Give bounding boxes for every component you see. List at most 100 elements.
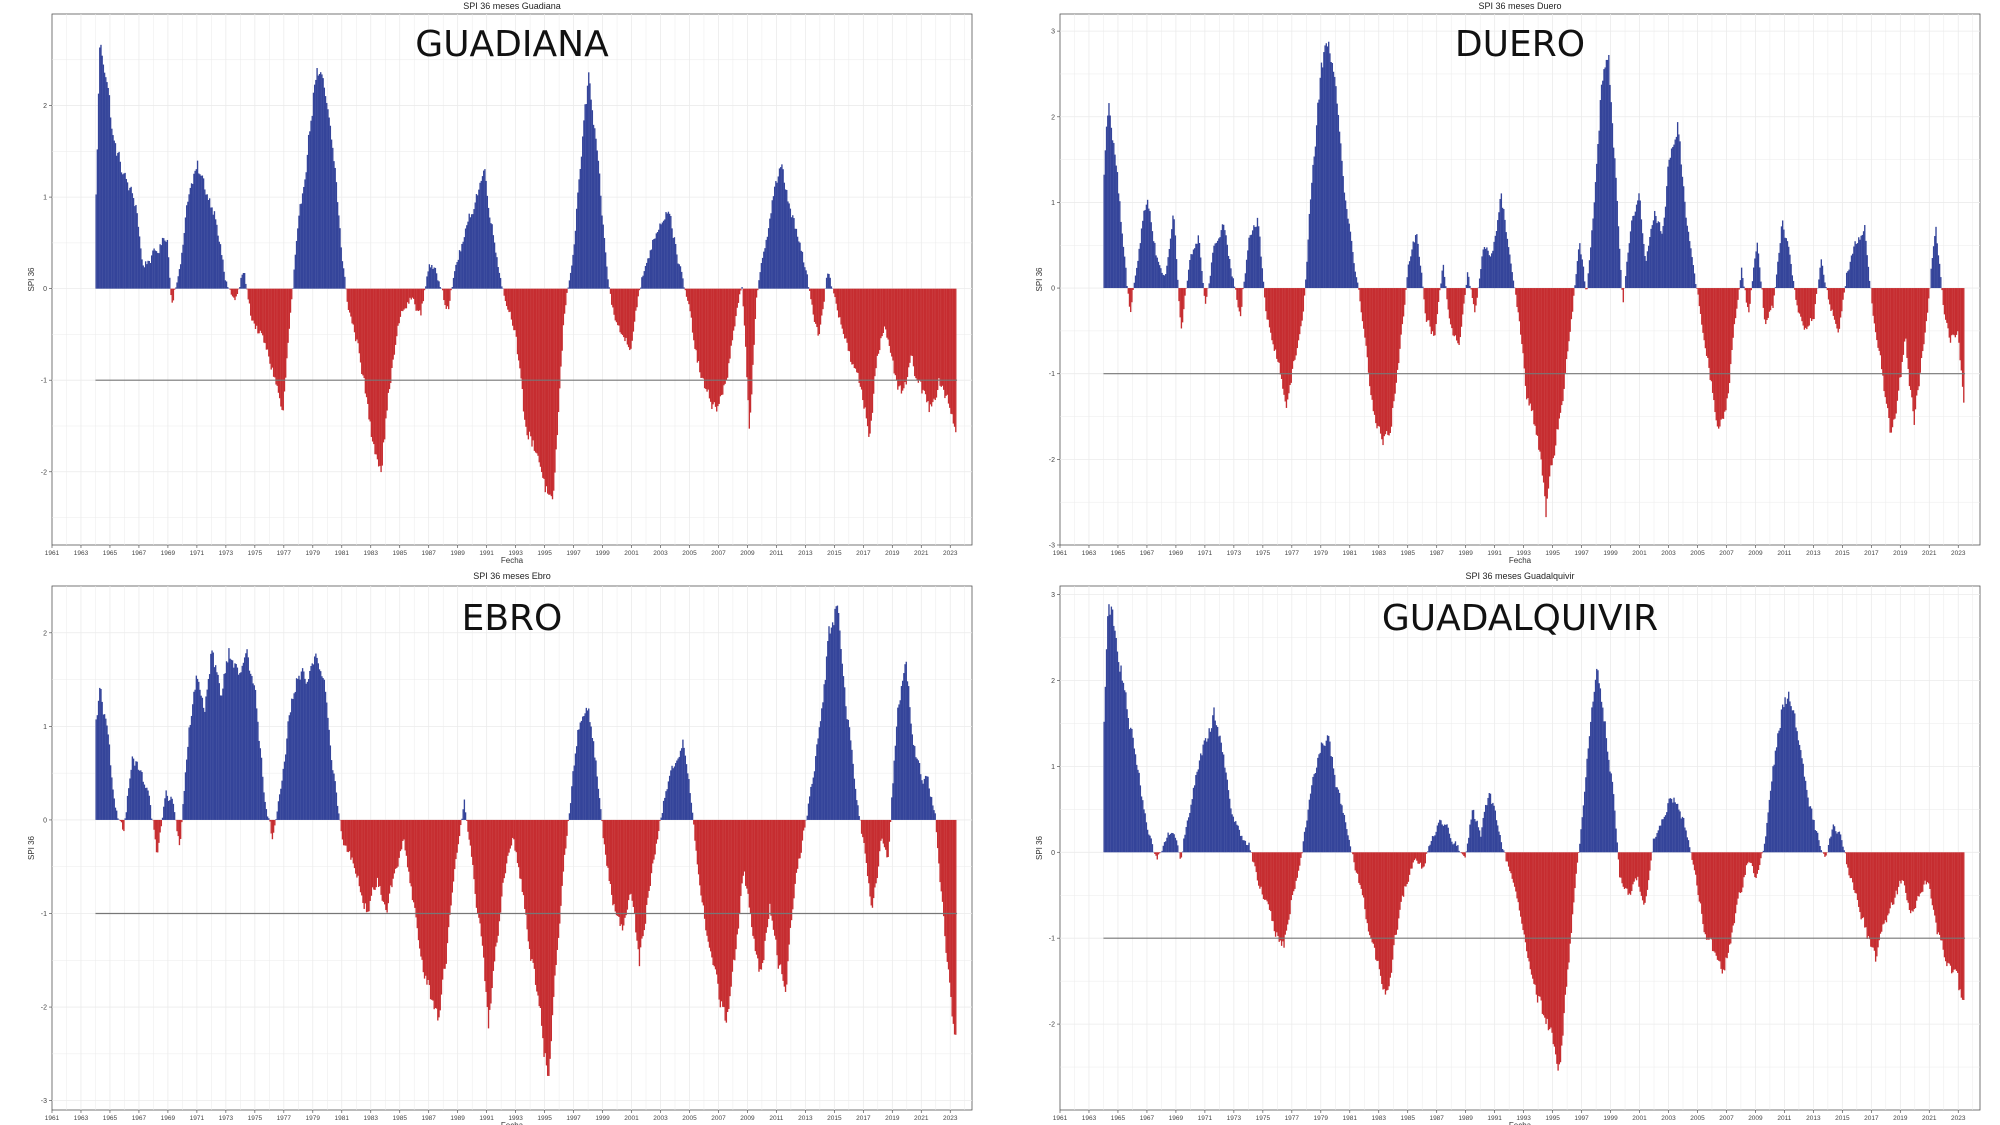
spi-bar	[1107, 115, 1109, 289]
spi-bar	[1831, 288, 1833, 310]
spi-bar	[114, 143, 117, 289]
spi-bar	[1754, 258, 1756, 289]
spi-bar	[1689, 847, 1691, 853]
spi-bar	[1477, 827, 1480, 853]
spi-bar	[380, 819, 382, 895]
spi-bar	[1913, 852, 1915, 910]
spi-bar	[448, 288, 450, 310]
spi-bar	[850, 288, 852, 362]
spi-bar	[1433, 288, 1435, 336]
spi-bar	[225, 281, 228, 289]
spi-bar	[1920, 288, 1923, 359]
spi-bar	[493, 819, 496, 962]
spi-bar	[393, 819, 396, 874]
spi-bar	[856, 800, 858, 820]
spi-bar	[1839, 834, 1842, 853]
spi-bar	[829, 277, 831, 289]
spi-bar	[1300, 852, 1302, 858]
spi-bar	[497, 819, 499, 936]
spi-bar	[1587, 748, 1589, 853]
spi-bar	[229, 658, 231, 820]
spi-bar	[1800, 288, 1802, 317]
spi-bar	[1733, 288, 1736, 325]
spi-bar	[813, 771, 816, 820]
spi-bar	[1527, 288, 1529, 398]
spi-bar	[1763, 288, 1766, 320]
spi-bar	[664, 797, 666, 820]
spi-bar	[572, 254, 574, 289]
spi-bar	[1523, 852, 1525, 935]
spi-bar	[906, 288, 909, 378]
spi-bar	[765, 239, 767, 289]
y-tick-label: 3	[1051, 592, 1055, 599]
spi-bar	[636, 288, 638, 308]
spi-bar	[852, 763, 854, 820]
spi-bar	[173, 812, 176, 820]
spi-bar	[621, 288, 624, 336]
spi-bar	[1871, 852, 1873, 948]
spi-bar	[1680, 818, 1682, 853]
spi-bar	[138, 770, 141, 820]
spi-bar	[441, 288, 444, 291]
spi-bar	[1835, 831, 1837, 853]
spi-bar	[1631, 220, 1633, 289]
spi-bar	[1400, 852, 1402, 902]
spi-bar	[278, 288, 281, 399]
spi-bar	[1387, 852, 1389, 990]
spi-bar	[600, 809, 602, 820]
spi-bar	[624, 288, 626, 342]
spi-bar	[1510, 263, 1512, 289]
spi-bar	[258, 288, 260, 334]
spi-bar	[1437, 822, 1440, 853]
spi-bar	[1544, 852, 1546, 1018]
spi-bar	[726, 288, 729, 378]
x-tick-label: 1989	[450, 1115, 465, 1122]
spi-bar	[574, 230, 577, 289]
spi-bar	[443, 288, 445, 301]
spi-bar	[1271, 852, 1273, 921]
spi-bar	[638, 288, 641, 291]
x-tick-label: 2023	[1951, 550, 1966, 557]
x-tick-label: 1967	[1140, 550, 1155, 557]
spi-bar	[1889, 288, 1891, 433]
spi-bar	[1487, 250, 1489, 289]
spi-bar	[1412, 852, 1414, 863]
spi-bar	[1447, 827, 1449, 853]
spi-bar	[1342, 812, 1344, 853]
spi-bar	[1285, 288, 1288, 408]
spi-bar	[656, 232, 659, 289]
spi-bar	[367, 819, 369, 912]
spi-bar	[461, 243, 463, 289]
spi-bar	[1494, 810, 1497, 853]
spi-bar	[1564, 852, 1567, 995]
spi-bar	[1470, 288, 1472, 290]
spi-bar	[190, 715, 193, 820]
spi-bar	[1326, 735, 1329, 853]
x-tick-label: 2013	[1806, 550, 1821, 557]
spi-bar	[1305, 827, 1307, 853]
spi-bar	[1424, 288, 1426, 314]
spi-bar	[871, 819, 874, 908]
spi-bar	[1611, 781, 1614, 853]
spi-bar	[801, 251, 804, 289]
spi-bar	[1865, 240, 1867, 289]
x-tick-label: 2021	[1922, 1115, 1937, 1122]
spi-bar	[1807, 288, 1809, 327]
spi-bar	[1448, 833, 1451, 853]
spi-bar	[260, 757, 263, 820]
spi-bar	[684, 288, 687, 291]
spi-bar	[1295, 288, 1297, 356]
spi-bar	[794, 819, 796, 884]
spi-bar	[790, 819, 793, 921]
spi-bar	[1780, 709, 1783, 853]
spi-bar	[108, 744, 111, 820]
spi-bar	[183, 233, 185, 289]
spi-bar	[559, 288, 561, 389]
spi-bar	[1256, 852, 1259, 881]
spi-bar	[946, 819, 949, 962]
spi-bar	[1491, 803, 1493, 853]
spi-bar	[691, 288, 694, 333]
spi-bar	[411, 819, 414, 901]
spi-bar	[1901, 288, 1903, 362]
spi-bar	[1877, 288, 1879, 348]
